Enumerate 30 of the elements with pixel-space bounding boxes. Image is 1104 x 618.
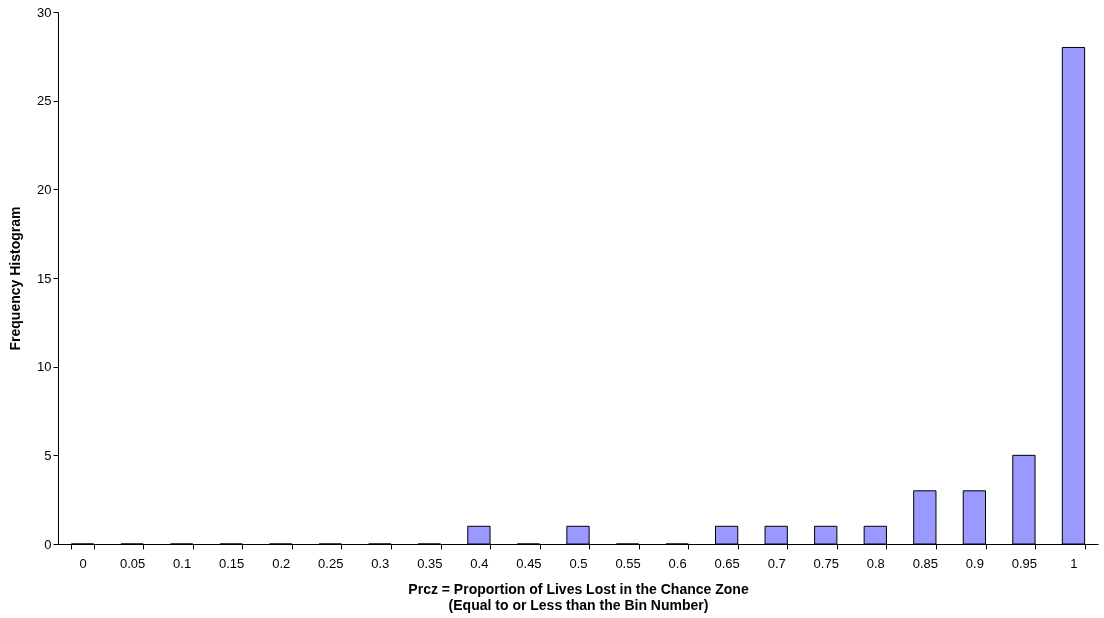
y-axis-title: Frequency Histogram <box>7 206 24 351</box>
x-tick-label: 0.45 <box>516 555 542 571</box>
y-tick-label: 30 <box>37 4 52 20</box>
x-tick-label: 0.9 <box>965 555 984 571</box>
x-tick-label: 0.2 <box>272 555 291 571</box>
x-tick-label: 0 <box>79 555 87 571</box>
x-tick-label: 0.05 <box>119 555 146 571</box>
y-tick-label: 5 <box>44 447 52 463</box>
y-tick-label: 20 <box>37 181 52 197</box>
x-tick-label: 0.35 <box>417 555 443 571</box>
x-tick-label: 0.85 <box>912 555 938 571</box>
x-tick-label: 0.7 <box>767 555 786 571</box>
x-tick-label: 0.75 <box>813 555 839 571</box>
y-tick-label: 0 <box>44 536 52 552</box>
x-tick-label: 0.1 <box>173 555 192 571</box>
x-tick-label: 0.15 <box>219 555 245 571</box>
x-tick-label: 0.65 <box>714 555 740 571</box>
x-tick-label: 0.5 <box>569 555 588 571</box>
x-tick-label: 0.3 <box>371 555 390 571</box>
y-tick-label: 25 <box>37 93 52 109</box>
y-tick-label: 10 <box>37 359 52 375</box>
x-tick-label: 1 <box>1070 555 1078 571</box>
y-tick-label: 15 <box>37 270 52 286</box>
x-tick-label: 0.4 <box>470 555 489 571</box>
x-tick-label: 0.8 <box>866 555 885 571</box>
x-tick-label: 0.6 <box>668 555 687 571</box>
x-tick-label: 0.25 <box>318 555 344 571</box>
x-tick-label: 0.55 <box>615 555 641 571</box>
x-tick-label: 0.95 <box>1011 555 1038 571</box>
x-axis-title: Prcz = Proportion of Lives Lost in the Chance Zone (Equal to or Less than the Bin Number) <box>408 580 749 613</box>
